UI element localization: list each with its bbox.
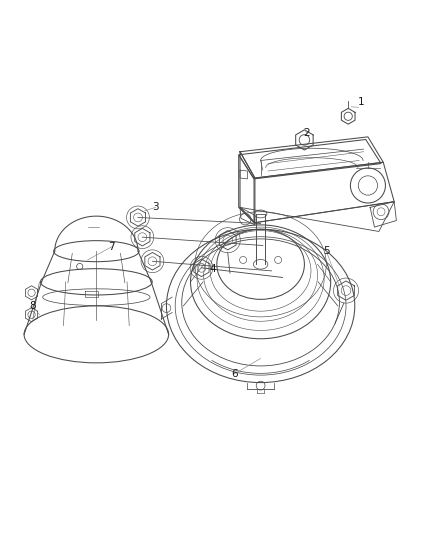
- Text: 3: 3: [152, 203, 159, 212]
- Text: 7: 7: [108, 242, 115, 252]
- Text: 8: 8: [29, 301, 36, 311]
- Text: 4: 4: [209, 264, 216, 273]
- Text: 5: 5: [323, 246, 330, 256]
- Text: 6: 6: [231, 369, 238, 379]
- Text: 1: 1: [358, 97, 365, 107]
- Text: 2: 2: [303, 128, 310, 138]
